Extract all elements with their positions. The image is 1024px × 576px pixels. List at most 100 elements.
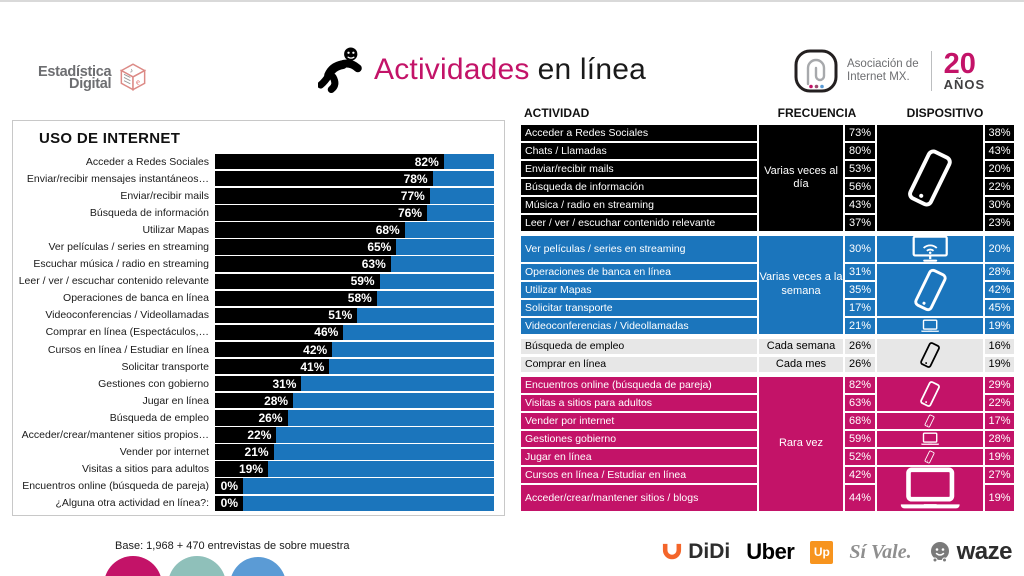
activity-group-black: Acceder a Redes Sociales Chats / Llamadas… — [521, 125, 1015, 231]
frequency-pct-cell: 17% — [845, 300, 875, 316]
years-number: 20 — [943, 47, 976, 80]
smartphone-icon — [917, 341, 943, 369]
usage-bar-fill: 22% — [215, 427, 277, 443]
frequency-pct-column: 26% 26% — [845, 338, 875, 372]
device-icon-cell — [877, 413, 983, 429]
activity-group-blue: Ver películas / series en streaming Opera… — [521, 235, 1015, 334]
activity-cell: Solicitar transporte — [521, 300, 757, 316]
usage-bar-track: 46% — [215, 324, 494, 341]
device-pct-cell: 43% — [985, 143, 1014, 159]
usage-chart-panel: USO DE INTERNET Acceder a Redes Sociales… — [12, 120, 505, 516]
activity-cell: Acceder a Redes Sociales — [521, 125, 757, 141]
years-label: AÑOS — [943, 76, 986, 92]
usage-chart-rows: Acceder a Redes Sociales 82% Enviar/recibi… — [19, 154, 494, 511]
frequency-pct-cell: 30% — [845, 235, 875, 262]
estadistica-digital-logo: Estadística Digital e ♪ — [38, 60, 151, 96]
activity-cell: Búsqueda de empleo — [521, 338, 757, 354]
usage-bar-row: Cursos en línea / Estudiar en línea 42% — [27, 341, 494, 358]
activity-column: Acceder a Redes Sociales Chats / Llamadas… — [521, 125, 757, 231]
device-pct-cell: 28% — [985, 264, 1014, 280]
cube-dice-icon: e ♪ — [115, 60, 151, 96]
usage-bar-fill: 28% — [215, 393, 294, 409]
frequency-pct-cell: 80% — [845, 143, 875, 159]
frequency-pct-cell: 52% — [845, 449, 875, 465]
frequency-label-cell: Rara vez — [759, 377, 843, 511]
usage-bar-row: Búsqueda de información 76% — [27, 205, 494, 221]
frequency-pct-cell: 63% — [845, 395, 875, 411]
usage-bar-label: Enviar/recibir mails — [120, 189, 209, 202]
usage-bar-track: 78% — [215, 171, 494, 187]
activity-cell: Videoconferencias / Videollamadas — [521, 318, 757, 334]
brand-left-line2: Digital — [69, 76, 112, 92]
usage-bar-label: Comprar en línea (Espectáculos,… — [45, 326, 209, 339]
usage-bar-track: 0% — [215, 495, 494, 511]
usage-bar-label: Enviar/recibir mensajes instantáneos… — [26, 172, 209, 185]
waze-logo: waze — [928, 538, 1013, 566]
activity-cell: Ver películas / series en streaming — [521, 235, 757, 262]
device-icon-cell — [877, 125, 983, 231]
frequency-label-cell: Varias veces al día — [759, 125, 843, 231]
usage-bar-track: 65% — [215, 239, 494, 255]
header-actividad: ACTIVIDAD — [524, 106, 590, 120]
device-icon-cell — [877, 449, 983, 465]
up-label: Up — [810, 540, 834, 564]
usage-bar-value: 21% — [244, 445, 269, 460]
frequency-pct-cell: 37% — [845, 215, 875, 231]
device-pct-cell: 19% — [985, 356, 1014, 372]
svg-text:e: e — [136, 76, 140, 86]
usage-bar-track: 28% — [215, 393, 494, 409]
usage-bar-label: Ver películas / series en streaming — [48, 241, 210, 254]
usage-bar-fill: 19% — [215, 461, 268, 477]
usage-bar-row: Escuchar música / radio en streaming 63% — [27, 256, 494, 272]
usage-bar-value: 19% — [238, 462, 263, 477]
usage-bar-track: 51% — [215, 307, 494, 324]
activity-cell: Jugar en línea — [521, 449, 757, 465]
frequency-pct-cell: 26% — [845, 356, 875, 372]
usage-bar-row: Ver películas / series en streaming 65% — [27, 239, 494, 255]
usage-bar-track: 22% — [215, 427, 494, 443]
smartphone-icon — [923, 450, 936, 464]
usage-bar-track: 68% — [215, 222, 494, 238]
usage-bar-row: Visitas a sitios para adultos 19% — [27, 461, 494, 477]
org-line1: Asociación de — [847, 58, 919, 70]
device-pct-cell: 23% — [985, 215, 1014, 231]
device-pct-cell: 30% — [985, 197, 1014, 213]
usage-bar-row: Leer / ver / escuchar contenido relevant… — [19, 273, 494, 289]
logo-divider — [930, 51, 932, 91]
activity-cell: Comprar en línea — [521, 356, 757, 372]
usage-bar-fill: 78% — [215, 171, 433, 187]
usage-bar-label: Cursos en línea / Estudiar en línea — [47, 343, 209, 356]
device-icon-cell — [877, 467, 983, 511]
up-logo: Up — [810, 540, 834, 564]
usage-bar-value: 63% — [361, 257, 386, 272]
frequency-pct-cell: 31% — [845, 264, 875, 280]
smartphone-icon — [909, 267, 952, 313]
usage-bar-row: Vender por internet 21% — [27, 444, 494, 460]
device-pct-cell: 29% — [985, 377, 1014, 393]
smartphone-icon — [923, 414, 936, 428]
base-note: Base: 1,968 + 470 entrevistas de sobre m… — [115, 540, 350, 552]
usage-bar-row: Gestiones con gobierno 31% — [27, 376, 494, 392]
device-pct-cell: 42% — [985, 282, 1014, 298]
didi-logo: DiDi — [661, 540, 730, 564]
usage-bar-value: 0% — [220, 479, 238, 494]
page-title-accent: Actividades — [374, 53, 530, 86]
usage-bar-label: Videoconferencias / Videollamadas — [45, 309, 209, 322]
jumping-person-icon — [318, 46, 364, 94]
frequency-label-column: Cada semana Cada mes — [759, 338, 843, 372]
device-pct-column: 38% 43% 20% 22% 30% 23% — [985, 125, 1014, 231]
usage-bar-value: 0% — [220, 496, 238, 511]
usage-bar-label: Solicitar transporte — [121, 360, 209, 373]
activity-cell: Cursos en línea / Estudiar en línea — [521, 467, 757, 483]
org-line2: Internet MX. — [847, 71, 910, 83]
usage-bar-track: 19% — [215, 461, 494, 477]
usage-bar-fill: 0% — [215, 478, 243, 494]
sivale-label: Sí Vale. — [849, 540, 912, 563]
frequency-label-column: Varias veces a la semana — [759, 235, 843, 334]
activity-column: Búsqueda de empleo Comprar en línea — [521, 338, 757, 372]
usage-bar-fill: 42% — [215, 341, 333, 358]
usage-bar-track: 41% — [215, 358, 494, 375]
device-pct-cell: 22% — [985, 395, 1014, 411]
usage-bar-track: 59% — [215, 273, 494, 289]
